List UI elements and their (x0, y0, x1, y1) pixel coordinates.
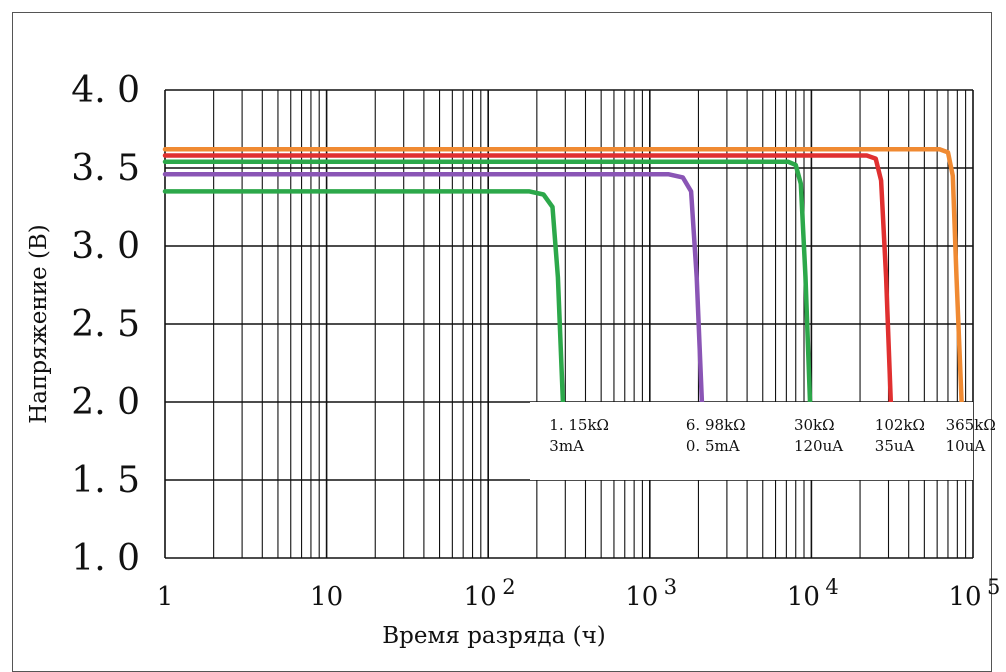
y-tick-label: 4. 0 (71, 70, 140, 111)
tick-labels: 4. 03. 53. 02. 52. 01. 51. 01 10 10 2 10 3 10 4… (71, 70, 1000, 612)
x-tick-label: 10 (310, 582, 343, 612)
y-tick-label: 2. 5 (71, 304, 140, 345)
series-line-4 (162, 147, 964, 405)
series-line-3 (162, 153, 894, 405)
discharge-chart: 1. 15kΩ 3mA 6. 98kΩ 0. 5mA 30kΩ 120uA 102kΩ 35u… (26, 70, 1000, 649)
x-tick-label: 10 (625, 582, 658, 612)
y-tick-label: 2. 0 (71, 382, 140, 423)
annotation-resistance-0: 1. 15kΩ (549, 416, 609, 434)
y-tick-label: 3. 0 (71, 226, 140, 267)
annotation-current-2: 120uA (794, 437, 843, 455)
annotation-current-1: 0. 5mA (686, 437, 740, 455)
annotation-current-0: 3mA (549, 437, 584, 455)
series-lines (162, 147, 964, 405)
x-axis-label: Время разряда (ч) (382, 623, 606, 649)
annotation-resistance-2: 30kΩ (794, 416, 835, 434)
annotation-resistance-1: 6. 98kΩ (686, 416, 746, 434)
grid (164, 89, 974, 559)
series-line-1 (162, 171, 705, 405)
annotation-background (530, 402, 973, 480)
y-tick-label: 1. 5 (71, 460, 140, 501)
x-tick-exponent: 3 (664, 575, 677, 599)
x-tick-label: 10 (948, 582, 981, 612)
series-line-2 (162, 159, 813, 405)
y-tick-label: 3. 5 (71, 148, 140, 189)
annotation-current-3: 35uA (875, 437, 915, 455)
y-tick-label: 1. 0 (71, 538, 140, 579)
x-tick-exponent: 2 (502, 575, 515, 599)
series-line-0 (162, 189, 566, 405)
x-tick-label: 10 (464, 582, 497, 612)
annotation-resistance-4: 365kΩ (946, 416, 996, 434)
x-tick-label: 1 (157, 582, 174, 612)
annotation-box: 1. 15kΩ 3mA 6. 98kΩ 0. 5mA 30kΩ 120uA 102kΩ 35u… (530, 402, 996, 480)
x-tick-exponent: 5 (987, 575, 1000, 599)
y-axis-label: Напряжение (В) (26, 224, 52, 424)
x-tick-label: 10 (787, 582, 820, 612)
annotation-resistance-3: 102kΩ (875, 416, 925, 434)
annotation-current-4: 10uA (946, 437, 986, 455)
x-tick-exponent: 4 (825, 575, 838, 599)
